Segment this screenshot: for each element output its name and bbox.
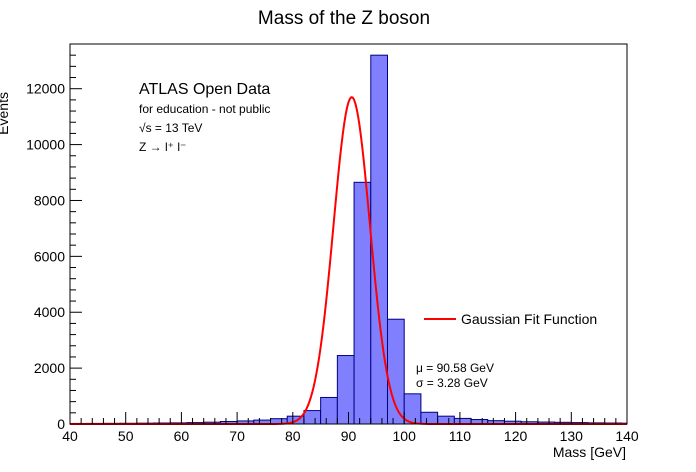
y-axis-ticks: 0 2000 4000 6000 8000 10000 12000 bbox=[26, 43, 82, 432]
y-tick-label: 2000 bbox=[34, 360, 65, 376]
y-tick-label: 8000 bbox=[34, 192, 65, 208]
annotation-experiment: ATLAS Open Data bbox=[139, 81, 270, 98]
legend-entry-label: Gaussian Fit Function bbox=[461, 311, 597, 327]
x-tick-label: 100 bbox=[393, 428, 417, 444]
histogram-bar bbox=[353, 181, 372, 425]
annotation-note: for education - not public bbox=[139, 102, 270, 116]
x-tick-label: 110 bbox=[449, 428, 472, 444]
histogram-bar bbox=[303, 410, 322, 425]
y-tick-label: 10000 bbox=[26, 137, 65, 153]
x-axis-ticks: 40 50 60 70 80 90 100 110 120 130 140 bbox=[62, 412, 639, 444]
x-tick-label: 130 bbox=[560, 428, 584, 444]
fit-mu-text: μ = 90.58 GeV bbox=[416, 361, 494, 375]
histogram-bar bbox=[370, 54, 388, 425]
y-tick-label: 0 bbox=[57, 416, 65, 432]
histogram-bar bbox=[437, 415, 455, 425]
annotation-energy: √s = 13 TeV bbox=[139, 121, 202, 135]
histogram-bar bbox=[336, 355, 355, 425]
annotation-process: Z → l⁺ l⁻ bbox=[139, 140, 186, 154]
x-tick-label: 80 bbox=[285, 428, 301, 444]
x-tick-label: 50 bbox=[118, 428, 134, 444]
x-axis-label: Mass [GeV] bbox=[553, 444, 626, 460]
x-tick-label: 120 bbox=[504, 428, 528, 444]
x-tick-label: 40 bbox=[62, 428, 78, 444]
y-tick-label: 6000 bbox=[34, 248, 65, 264]
y-axis-label: Events bbox=[0, 92, 11, 135]
fit-sigma-text: σ = 3.28 GeV bbox=[416, 376, 488, 390]
x-tick-label: 60 bbox=[174, 428, 190, 444]
x-tick-label: 90 bbox=[341, 428, 357, 444]
y-tick-label: 12000 bbox=[26, 81, 65, 97]
histogram-bar bbox=[420, 411, 439, 425]
chart-title: Mass of the Z boson bbox=[258, 8, 430, 29]
x-tick-label: 70 bbox=[229, 428, 245, 444]
x-tick-label: 140 bbox=[615, 428, 639, 444]
y-tick-label: 4000 bbox=[34, 304, 65, 320]
histogram-bar bbox=[320, 396, 338, 425]
